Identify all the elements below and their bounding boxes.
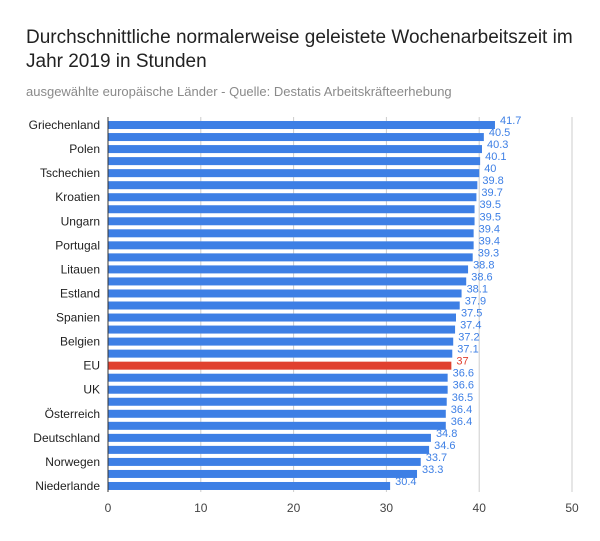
- x-tick-label: 50: [565, 501, 579, 515]
- category-label: Portugal: [55, 238, 100, 252]
- value-label: 39.5: [480, 199, 501, 211]
- bar: [108, 301, 460, 310]
- value-label: 36.5: [452, 392, 473, 404]
- category-label: Kroatien: [55, 190, 100, 204]
- value-label: 36.6: [453, 380, 474, 392]
- bar: [108, 469, 418, 478]
- value-label: 39.3: [478, 247, 499, 259]
- value-label: 33.3: [422, 464, 443, 476]
- bar: [108, 349, 453, 358]
- bar: [108, 373, 448, 382]
- bar: [108, 253, 473, 262]
- bar: [108, 241, 474, 250]
- bar: [108, 433, 431, 442]
- bar: [108, 229, 474, 238]
- bar: [108, 445, 430, 454]
- bar: [108, 217, 475, 226]
- category-label: Litauen: [61, 262, 100, 276]
- category-label: EU: [83, 359, 100, 373]
- category-label: Belgien: [60, 335, 100, 349]
- value-label: 36.4: [451, 404, 472, 416]
- category-label: Tschechien: [40, 166, 100, 180]
- value-label: 38.1: [467, 283, 488, 295]
- bar: [108, 169, 480, 178]
- category-label: Estland: [60, 286, 100, 300]
- value-label: 40.5: [489, 127, 510, 139]
- category-label: Norwegen: [45, 455, 100, 469]
- value-label: 38.6: [471, 271, 492, 283]
- bar: [108, 313, 456, 322]
- value-label: 37.1: [457, 344, 478, 356]
- category-label: Österreich: [45, 407, 100, 421]
- value-label: 37.9: [465, 296, 486, 308]
- value-label: 37.4: [460, 320, 481, 332]
- bar: [108, 121, 495, 130]
- value-label: 38.8: [473, 259, 494, 271]
- value-label: 37.2: [458, 332, 479, 344]
- value-label: 34.8: [436, 428, 457, 440]
- value-label: 34.6: [434, 440, 455, 452]
- bar: [108, 181, 478, 190]
- bar: [108, 397, 447, 406]
- bar: [108, 325, 456, 334]
- value-label: 40.3: [487, 139, 508, 151]
- chart-subtitle: ausgewählte europäische Länder - Quelle:…: [26, 84, 452, 99]
- bar: [108, 133, 484, 142]
- chart-title: Durchschnittliche normalerweise geleiste…: [26, 27, 573, 72]
- value-label: 39.7: [481, 187, 502, 199]
- category-label: Polen: [69, 142, 100, 156]
- bar: [108, 205, 475, 214]
- value-label: 33.7: [426, 452, 447, 464]
- category-label: Deutschland: [33, 431, 100, 445]
- x-tick-label: 20: [287, 501, 301, 515]
- value-label: 30.4: [395, 476, 416, 488]
- x-tick-label: 30: [380, 501, 394, 515]
- value-label: 41.7: [500, 115, 521, 127]
- value-label: 39.8: [482, 175, 503, 187]
- value-label: 36.4: [451, 416, 472, 428]
- category-label: Griechenland: [29, 118, 100, 132]
- value-label: 40.1: [485, 151, 506, 163]
- bar: [108, 193, 477, 202]
- bar: [108, 385, 448, 394]
- value-label: 39.4: [479, 223, 500, 235]
- bar: [108, 361, 452, 370]
- bar: [108, 409, 446, 418]
- category-label: Niederlande: [35, 479, 100, 493]
- bar: [108, 481, 391, 490]
- bar: [108, 457, 421, 466]
- value-label: 36.6: [453, 368, 474, 380]
- bar: [108, 289, 462, 298]
- x-tick-label: 10: [194, 501, 208, 515]
- value-label: 40: [484, 163, 496, 175]
- value-label: 37.5: [461, 308, 482, 320]
- bar: [108, 157, 481, 166]
- x-tick-label: 40: [473, 501, 487, 515]
- category-label: Spanien: [56, 311, 100, 325]
- value-label: 39.5: [480, 211, 501, 223]
- category-label: Ungarn: [61, 214, 100, 228]
- value-label: 37: [456, 356, 468, 368]
- bar: [108, 145, 482, 154]
- category-label: UK: [83, 383, 100, 397]
- bar: [108, 277, 467, 286]
- bar: [108, 265, 469, 274]
- value-label: 39.4: [479, 235, 500, 247]
- x-tick-label: 0: [105, 501, 112, 515]
- bar: [108, 421, 446, 430]
- bar: [108, 337, 454, 346]
